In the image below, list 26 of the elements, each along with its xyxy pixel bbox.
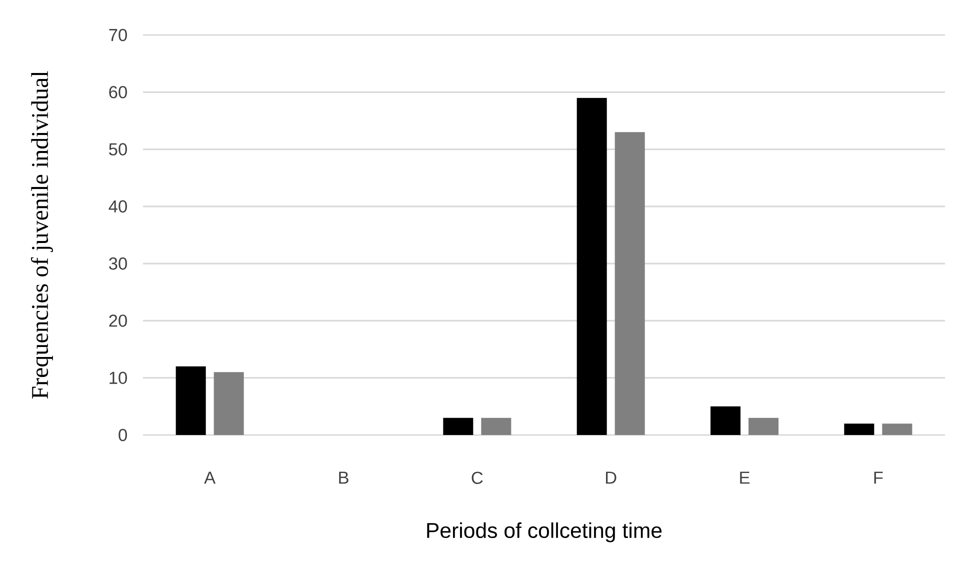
bar bbox=[576, 98, 607, 435]
y-tick-label: 70 bbox=[109, 28, 127, 42]
bar bbox=[614, 132, 645, 435]
bar bbox=[748, 418, 779, 435]
y-tick-label: 30 bbox=[109, 257, 127, 270]
x-tick-label: E bbox=[740, 472, 750, 484]
bar bbox=[443, 418, 474, 435]
x-tick-label: F bbox=[874, 472, 883, 484]
bar bbox=[882, 424, 912, 435]
y-tick-label: 0 bbox=[118, 428, 127, 442]
y-tick-label: 20 bbox=[109, 314, 127, 327]
x-axis-title: Periods of collceting time bbox=[427, 522, 662, 542]
y-tick-label: 60 bbox=[109, 86, 127, 98]
x-tick-label: C bbox=[472, 472, 483, 484]
bar bbox=[214, 372, 244, 435]
bar bbox=[710, 406, 741, 435]
y-tick-label: 10 bbox=[110, 372, 127, 384]
bar bbox=[176, 366, 206, 435]
x-tick-label: B bbox=[339, 472, 348, 484]
y-tick-label: 40 bbox=[108, 200, 127, 213]
y-tick-label: 50 bbox=[109, 143, 127, 156]
bar bbox=[844, 424, 874, 435]
y-axis-title: Frequencies of juvenile individual bbox=[30, 71, 53, 399]
x-tick-label: D bbox=[606, 472, 616, 484]
bar bbox=[481, 418, 512, 435]
x-tick-label: A bbox=[204, 472, 216, 484]
